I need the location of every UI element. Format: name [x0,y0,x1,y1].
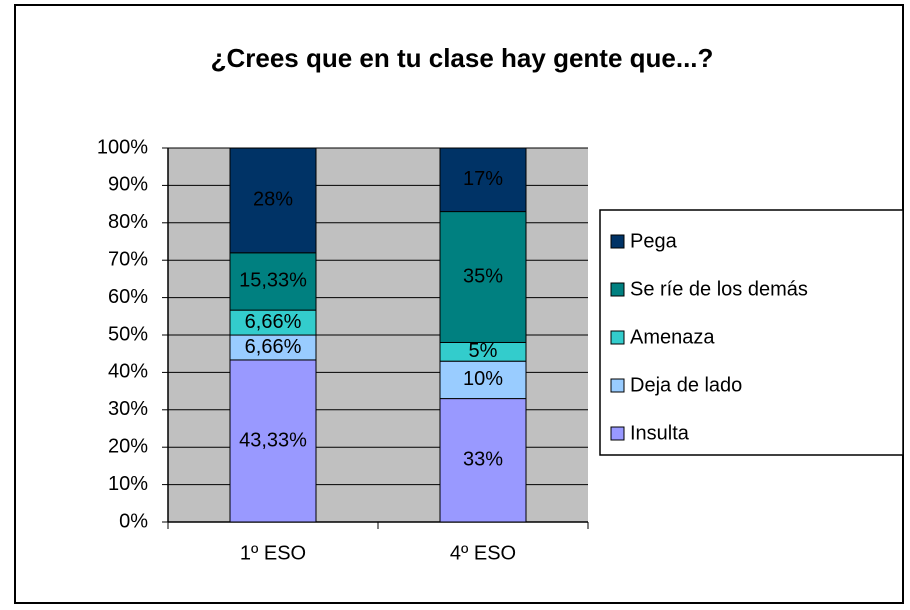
y-tick-label: 20% [108,435,148,457]
bar-segment [229,252,317,311]
legend-label: Se ríe de los demás [630,278,808,300]
data-label: 15,33% [239,270,307,292]
bar-segment [439,360,527,400]
bar-segment [229,359,317,523]
data-label: 6,66% [245,336,302,358]
legend-swatch [610,426,625,441]
y-tick-label: 100% [97,136,148,158]
y-tick-label: 60% [108,286,148,308]
legend-label: Insulta [630,422,690,444]
chart-title: ¿Crees que en tu clase hay gente que...? [211,43,714,73]
data-label: 5% [469,340,498,362]
y-tick-label: 40% [108,361,148,383]
bar-segment [229,147,317,254]
legend-swatch [610,234,625,249]
y-tick-label: 80% [108,211,148,233]
data-label: 17% [463,168,503,190]
y-tick-label: 70% [108,248,148,270]
legend-box [599,209,904,456]
bar-segment [229,309,317,336]
data-label: 35% [463,265,503,287]
bar-segment [439,147,527,213]
data-label: 28% [253,189,293,211]
legend-swatch [610,330,625,345]
data-label: 43,33% [239,429,307,451]
legend-label: Amenaza [630,326,715,348]
x-tick-label: 1º ESO [240,542,306,564]
y-tick-label: 30% [108,398,148,420]
y-tick-label: 90% [108,174,148,196]
x-tick-label: 4º ESO [450,542,516,564]
data-label: 6,66% [245,311,302,333]
bar-segment [439,398,527,523]
bar-segment [439,211,527,343]
legend-label: Deja de lado [630,374,742,396]
legend-swatch [610,378,625,393]
legend-label: Pega [630,230,678,252]
legend-swatch [610,282,625,297]
data-label: 33% [463,449,503,471]
y-tick-label: 0% [119,510,148,532]
data-label: 10% [463,368,503,390]
y-tick-label: 10% [108,473,148,495]
y-tick-label: 50% [108,323,148,345]
